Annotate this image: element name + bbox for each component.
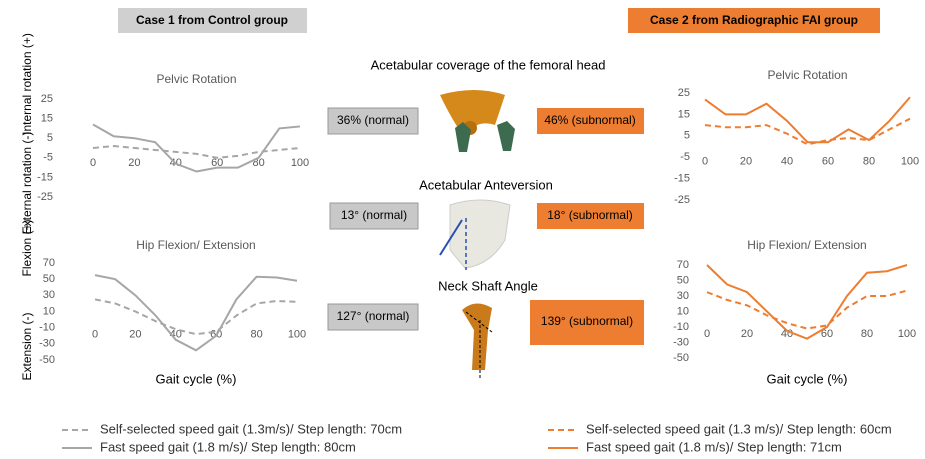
- y-tick-label: -15: [674, 173, 690, 185]
- y-tick-label: 30: [677, 290, 689, 302]
- x-tick-label: 20: [740, 155, 752, 167]
- series-line: [707, 291, 907, 329]
- y-tick-label: 15: [41, 113, 53, 125]
- measure-title: Acetabular coverage of the femoral head: [371, 57, 606, 72]
- y-tick-label: -10: [673, 321, 689, 333]
- y-tick-label: -30: [39, 338, 55, 350]
- y-tick-label: -5: [680, 151, 690, 163]
- y-tick-label: -10: [39, 322, 55, 334]
- x-tick-label: 40: [781, 155, 793, 167]
- y-axis-label: Flexion (+): [20, 219, 34, 276]
- header-left: Case 1 from Control group: [136, 13, 288, 27]
- y-tick-label: 5: [684, 130, 690, 142]
- y-tick-label: -30: [673, 336, 689, 348]
- x-tick-label: 100: [901, 155, 919, 167]
- series-line: [95, 275, 297, 350]
- x-tick-label: 0: [90, 157, 96, 169]
- x-tick-label: 80: [250, 328, 262, 340]
- figure: Case 1 from Control group Case 2 from Ra…: [0, 0, 925, 459]
- y-tick-label: 15: [678, 108, 690, 120]
- anteversion-illustration: [440, 200, 510, 270]
- x-tick-label: 0: [92, 328, 98, 340]
- legend-label: Self-selected speed gait (1.3m/s)/ Step …: [100, 421, 402, 436]
- legend-label: Fast speed gait (1.8 m/s)/ Step length: …: [586, 439, 842, 454]
- y-axis-label: Internal rotation (+): [20, 33, 34, 135]
- fai-value: 18° (subnormal): [547, 208, 633, 222]
- y-tick-label: -5: [43, 152, 53, 164]
- y-axis-label: External rotation (-): [20, 132, 34, 235]
- chart-title: Pelvic Rotation: [156, 72, 236, 86]
- pelvis-illustration: [440, 90, 515, 152]
- control-value: 13° (normal): [341, 208, 407, 222]
- legend-label: Fast speed gait (1.8 m/s)/ Step length: …: [100, 439, 356, 454]
- y-tick-label: 25: [41, 93, 53, 105]
- series-line: [93, 146, 300, 158]
- x-axis-label: Gait cycle (%): [767, 371, 848, 386]
- y-tick-label: 50: [43, 273, 55, 285]
- measure-title: Acetabular Anteversion: [419, 177, 553, 192]
- legend-label: Self-selected speed gait (1.3 m/s)/ Step…: [586, 421, 892, 436]
- y-tick-label: 70: [677, 259, 689, 271]
- y-tick-label: 10: [43, 305, 55, 317]
- x-axis-label: Gait cycle (%): [156, 371, 237, 386]
- y-tick-label: 10: [677, 305, 689, 317]
- y-tick-label: -50: [39, 354, 55, 366]
- y-tick-label: -50: [673, 352, 689, 364]
- series-line: [95, 299, 297, 334]
- x-tick-label: 100: [288, 328, 306, 340]
- y-tick-label: 5: [47, 132, 53, 144]
- y-tick-label: 70: [43, 257, 55, 269]
- x-tick-label: 100: [291, 157, 309, 169]
- x-tick-label: 100: [898, 328, 916, 340]
- fai-value: 46% (subnormal): [544, 113, 635, 127]
- x-tick-label: 20: [741, 328, 753, 340]
- y-tick-label: -25: [674, 194, 690, 206]
- y-tick-label: 50: [677, 274, 689, 286]
- x-tick-label: 20: [129, 328, 141, 340]
- y-tick-label: 30: [43, 289, 55, 301]
- x-tick-label: 60: [822, 155, 834, 167]
- femur-illustration: [462, 303, 492, 378]
- chart-title: Hip Flexion/ Extension: [136, 238, 255, 252]
- y-tick-label: 25: [678, 87, 690, 99]
- fai-value: 139° (subnormal): [541, 314, 633, 328]
- x-tick-label: 80: [863, 155, 875, 167]
- chart-title: Pelvic Rotation: [767, 68, 847, 82]
- x-tick-label: 0: [702, 155, 708, 167]
- measure-title: Neck Shaft Angle: [438, 278, 538, 293]
- control-value: 36% (normal): [337, 113, 409, 127]
- x-tick-label: 20: [128, 157, 140, 169]
- y-tick-label: -25: [37, 191, 53, 203]
- x-tick-label: 80: [861, 328, 873, 340]
- y-axis-label: Extension (-): [20, 312, 34, 380]
- control-value: 127° (normal): [337, 309, 410, 323]
- y-tick-label: -15: [37, 171, 53, 183]
- chart-title: Hip Flexion/ Extension: [747, 238, 866, 252]
- header-right: Case 2 from Radiographic FAI group: [650, 13, 858, 27]
- x-tick-label: 0: [704, 328, 710, 340]
